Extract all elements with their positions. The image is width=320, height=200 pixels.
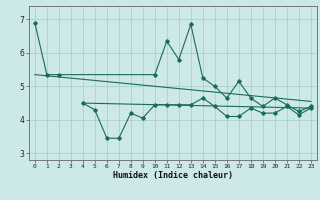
X-axis label: Humidex (Indice chaleur): Humidex (Indice chaleur): [113, 171, 233, 180]
